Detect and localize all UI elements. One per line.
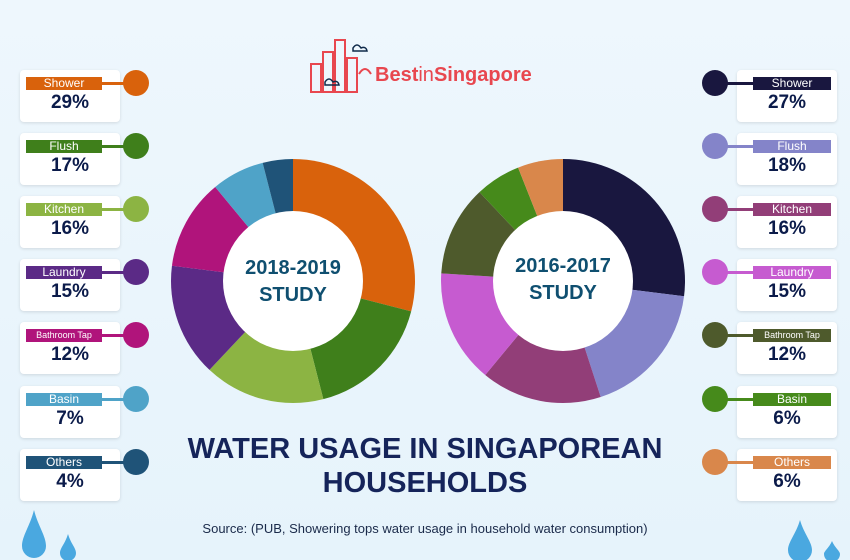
- logo-text: BestinSingapore: [375, 64, 532, 86]
- legend-dot-left-3: [123, 259, 149, 285]
- legend-value-left-1: 17%: [50, 155, 90, 176]
- legend-connector-left-6: [102, 461, 124, 464]
- legend-dot-right-2: [702, 196, 728, 222]
- legend-value-right-6: 6%: [773, 471, 801, 492]
- legend-label-left-4: Bathroom Tap: [26, 329, 102, 342]
- center-label-study: STUDY: [259, 284, 327, 306]
- water-drop-icon: [788, 520, 812, 560]
- legend-card-right-1: Flush 18%: [702, 133, 837, 185]
- legend-dot-left-4: [123, 322, 149, 348]
- legend-card-right-6: Others 6%: [702, 449, 837, 501]
- legend-card-right-5: Basin 6%: [702, 386, 837, 438]
- water-drop-icon: [22, 510, 46, 558]
- center-label-study: STUDY: [529, 282, 597, 304]
- legend-card-right-0: Shower 27%: [702, 70, 837, 122]
- legend-card-left-0: Shower 29%: [20, 70, 149, 122]
- source-note: Source: (PUB, Showering tops water usage…: [202, 521, 648, 536]
- donut-center-label-2016-2017: 2016-2017 STUDY: [483, 253, 643, 307]
- donut-hole: [493, 211, 633, 351]
- donut-center-label-2018-2019: 2018-2019 STUDY: [213, 255, 373, 309]
- legend-connector-left-3: [102, 271, 124, 274]
- legend-value-left-3: 15%: [50, 281, 90, 302]
- donut-chart-2016-2017: [441, 159, 685, 403]
- center-label-year: 2016-2017: [515, 255, 611, 277]
- water-drop-icon: [824, 541, 840, 560]
- infographic-title: WATER USAGE IN SINGAPOREAN HOUSEHOLDS: [160, 432, 690, 500]
- legend-connector-right-3: [727, 271, 753, 274]
- legend-value-right-1: 18%: [767, 155, 807, 176]
- legend-value-right-4: 12%: [767, 344, 807, 365]
- legend-card-left-4: Bathroom Tap 12%: [20, 322, 149, 374]
- legend-label-left-2: Kitchen: [26, 203, 102, 216]
- legend-connector-right-2: [727, 208, 753, 211]
- legend-value-left-4: 12%: [50, 344, 90, 365]
- legend-dot-left-2: [123, 196, 149, 222]
- legend-label-right-5: Basin: [753, 393, 831, 406]
- title-line-2: HOUSEHOLDS: [322, 467, 528, 499]
- legend-dot-right-0: [702, 70, 728, 96]
- legend-dot-right-3: [702, 259, 728, 285]
- legend-card-left-1: Flush 17%: [20, 133, 149, 185]
- legend-value-left-2: 16%: [50, 218, 90, 239]
- legend-label-right-0: Shower: [753, 77, 831, 90]
- legend-dot-left-0: [123, 70, 149, 96]
- legend-connector-left-0: [102, 82, 124, 85]
- legend-label-left-0: Shower: [26, 77, 102, 90]
- donut-chart-2018-2019: [171, 159, 415, 403]
- legend-value-right-3: 15%: [767, 281, 807, 302]
- legend-value-right-2: 16%: [767, 218, 807, 239]
- legend-connector-right-6: [727, 461, 753, 464]
- legend-dot-right-4: [702, 322, 728, 348]
- city-skyline-icon: [310, 39, 372, 93]
- legend-card-left-2: Kitchen 16%: [20, 196, 149, 248]
- legend-label-right-4: Bathroom Tap: [753, 329, 831, 342]
- legend-dot-left-1: [123, 133, 149, 159]
- legend-label-right-3: Laundry: [753, 266, 831, 279]
- legend-label-left-6: Others: [26, 456, 102, 469]
- legend-connector-right-0: [727, 82, 753, 85]
- legend-connector-left-1: [102, 145, 124, 148]
- legend-card-right-3: Laundry 15%: [702, 259, 837, 311]
- legend-label-right-2: Kitchen: [753, 203, 831, 216]
- legend-dot-right-5: [702, 386, 728, 412]
- legend-connector-right-1: [727, 145, 753, 148]
- legend-connector-left-2: [102, 208, 124, 211]
- legend-value-right-5: 6%: [773, 408, 801, 429]
- legend-value-left-0: 29%: [50, 92, 90, 113]
- legend-label-right-6: Others: [753, 456, 831, 469]
- legend-value-right-0: 27%: [767, 92, 807, 113]
- title-line-1: WATER USAGE IN SINGAPOREAN: [187, 433, 663, 465]
- legend-card-left-6: Others 4%: [20, 449, 149, 501]
- legend-connector-right-5: [727, 398, 753, 401]
- water-drop-icon: [60, 534, 76, 560]
- legend-connector-left-4: [102, 334, 124, 337]
- donut-hole: [223, 211, 363, 351]
- legend-card-right-2: Kitchen 16%: [702, 196, 837, 248]
- legend-connector-right-4: [727, 334, 753, 337]
- legend-value-left-6: 4%: [56, 471, 84, 492]
- legend-value-left-5: 7%: [56, 408, 84, 429]
- legend-label-right-1: Flush: [753, 140, 831, 153]
- logo: BestinSingapore: [305, 38, 555, 93]
- legend-dot-right-1: [702, 133, 728, 159]
- legend-dot-left-5: [123, 386, 149, 412]
- legend-card-left-3: Laundry 15%: [20, 259, 149, 311]
- center-label-year: 2018-2019: [245, 257, 341, 279]
- legend-dot-right-6: [702, 449, 728, 475]
- legend-connector-left-5: [102, 398, 124, 401]
- legend-card-right-4: Bathroom Tap 12%: [702, 322, 837, 374]
- legend-label-left-3: Laundry: [26, 266, 102, 279]
- legend-label-left-5: Basin: [26, 393, 102, 406]
- legend-dot-left-6: [123, 449, 149, 475]
- legend-card-left-5: Basin 7%: [20, 386, 149, 438]
- legend-label-left-1: Flush: [26, 140, 102, 153]
